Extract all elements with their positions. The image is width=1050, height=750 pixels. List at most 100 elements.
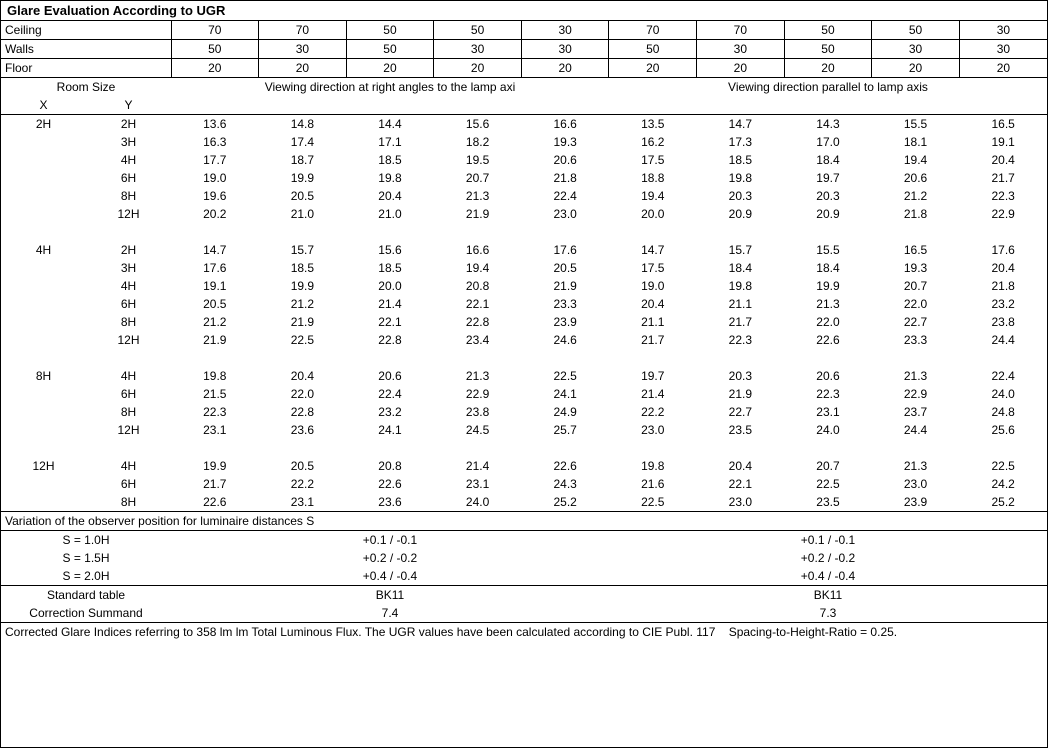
- ugr-value: 22.3: [697, 331, 785, 349]
- reflectance-value: 70: [697, 21, 785, 40]
- ugr-value: 19.4: [434, 259, 522, 277]
- ugr-value: 21.4: [346, 295, 434, 313]
- ugr-value: 21.8: [521, 169, 609, 187]
- room-y: 3H: [86, 259, 171, 277]
- ugr-value: 22.5: [959, 457, 1047, 475]
- room-y: 8H: [86, 313, 171, 331]
- ugr-value: 19.0: [171, 169, 259, 187]
- ugr-value: 20.8: [346, 457, 434, 475]
- room-x: [1, 151, 86, 169]
- variation-s-label: S = 1.5H: [1, 549, 171, 567]
- ugr-value: 18.7: [259, 151, 347, 169]
- ugr-value: 19.6: [171, 187, 259, 205]
- reflectance-value: 30: [697, 40, 785, 59]
- ugr-value: 19.5: [434, 151, 522, 169]
- ugr-value: 16.2: [609, 133, 697, 151]
- ugr-value: 15.6: [346, 241, 434, 259]
- ugr-value: 14.8: [259, 115, 347, 134]
- reflectance-value: 70: [609, 21, 697, 40]
- reflectance-value: 20: [609, 59, 697, 78]
- ugr-value: 20.3: [697, 367, 785, 385]
- ugr-value: 15.7: [697, 241, 785, 259]
- ugr-value: 18.5: [346, 151, 434, 169]
- ugr-value: 22.6: [171, 493, 259, 512]
- ugr-value: 17.6: [521, 241, 609, 259]
- ugr-value: 22.0: [872, 295, 960, 313]
- ugr-value: 20.8: [434, 277, 522, 295]
- ugr-value: 20.6: [521, 151, 609, 169]
- viewing-direction-perp-header: Viewing direction at right angles to the…: [171, 78, 609, 97]
- ugr-value: 21.5: [171, 385, 259, 403]
- ugr-value: 16.5: [959, 115, 1047, 134]
- ugr-value: 18.4: [697, 259, 785, 277]
- ugr-value: 19.8: [609, 457, 697, 475]
- ugr-value: 24.0: [784, 421, 872, 439]
- ugr-value: 15.6: [434, 115, 522, 134]
- ugr-value: 23.0: [697, 493, 785, 512]
- viewing-direction-para-header: Viewing direction parallel to lamp axis: [609, 78, 1047, 97]
- ugr-value: 16.5: [872, 241, 960, 259]
- ugr-value: 20.6: [784, 367, 872, 385]
- variation-s-label: S = 1.0H: [1, 531, 171, 550]
- ugr-value: 18.5: [259, 259, 347, 277]
- reflectance-value: 30: [959, 40, 1047, 59]
- reflectance-value: 30: [521, 21, 609, 40]
- ugr-value: 23.2: [346, 403, 434, 421]
- ugr-value: 22.3: [959, 187, 1047, 205]
- correction-summand-perp: 7.4: [171, 604, 609, 623]
- reflectance-value: 20: [959, 59, 1047, 78]
- ugr-value: 14.7: [171, 241, 259, 259]
- reflectance-value: 20: [259, 59, 347, 78]
- reflectance-label: Floor: [1, 59, 171, 78]
- ugr-value: 22.5: [784, 475, 872, 493]
- ugr-value: 23.0: [521, 205, 609, 223]
- room-y: 4H: [86, 367, 171, 385]
- ugr-value: 25.6: [959, 421, 1047, 439]
- ugr-value: 20.4: [959, 151, 1047, 169]
- ugr-value: 21.2: [259, 295, 347, 313]
- ugr-value: 21.7: [959, 169, 1047, 187]
- room-x: [1, 475, 86, 493]
- ugr-value: 22.7: [697, 403, 785, 421]
- reflectance-value: 50: [434, 21, 522, 40]
- reflectance-value: 30: [959, 21, 1047, 40]
- ugr-value: 19.9: [171, 457, 259, 475]
- ugr-value: 23.6: [346, 493, 434, 512]
- ugr-table-container: Glare Evaluation According to UGR Ceilin…: [0, 0, 1048, 748]
- ugr-value: 18.1: [872, 133, 960, 151]
- room-x: [1, 403, 86, 421]
- ugr-value: 18.2: [434, 133, 522, 151]
- ugr-value: 22.9: [872, 385, 960, 403]
- room-x: [1, 133, 86, 151]
- ugr-value: 23.0: [872, 475, 960, 493]
- ugr-value: 20.9: [784, 205, 872, 223]
- ugr-value: 24.4: [872, 421, 960, 439]
- ugr-value: 21.8: [959, 277, 1047, 295]
- ugr-value: 17.6: [171, 259, 259, 277]
- ugr-value: 22.8: [346, 331, 434, 349]
- y-header: Y: [86, 96, 171, 115]
- ugr-value: 23.9: [872, 493, 960, 512]
- room-x: [1, 331, 86, 349]
- ugr-value: 24.0: [959, 385, 1047, 403]
- ugr-value: 21.4: [609, 385, 697, 403]
- ugr-value: 20.3: [784, 187, 872, 205]
- room-x: [1, 421, 86, 439]
- room-x: [1, 259, 86, 277]
- ugr-value: 22.8: [259, 403, 347, 421]
- room-x: [1, 187, 86, 205]
- ugr-value: 21.9: [521, 277, 609, 295]
- ugr-value: 17.3: [697, 133, 785, 151]
- ugr-value: 19.1: [959, 133, 1047, 151]
- ugr-value: 22.2: [609, 403, 697, 421]
- room-y: 8H: [86, 403, 171, 421]
- ugr-value: 13.6: [171, 115, 259, 134]
- ugr-value: 20.6: [872, 169, 960, 187]
- ugr-value: 18.4: [784, 151, 872, 169]
- room-x: [1, 385, 86, 403]
- ugr-value: 19.8: [346, 169, 434, 187]
- ugr-value: 21.3: [434, 367, 522, 385]
- variation-para: +0.1 / -0.1: [609, 531, 1047, 550]
- variation-perp: +0.2 / -0.2: [171, 549, 609, 567]
- table-title: Glare Evaluation According to UGR: [1, 1, 1047, 21]
